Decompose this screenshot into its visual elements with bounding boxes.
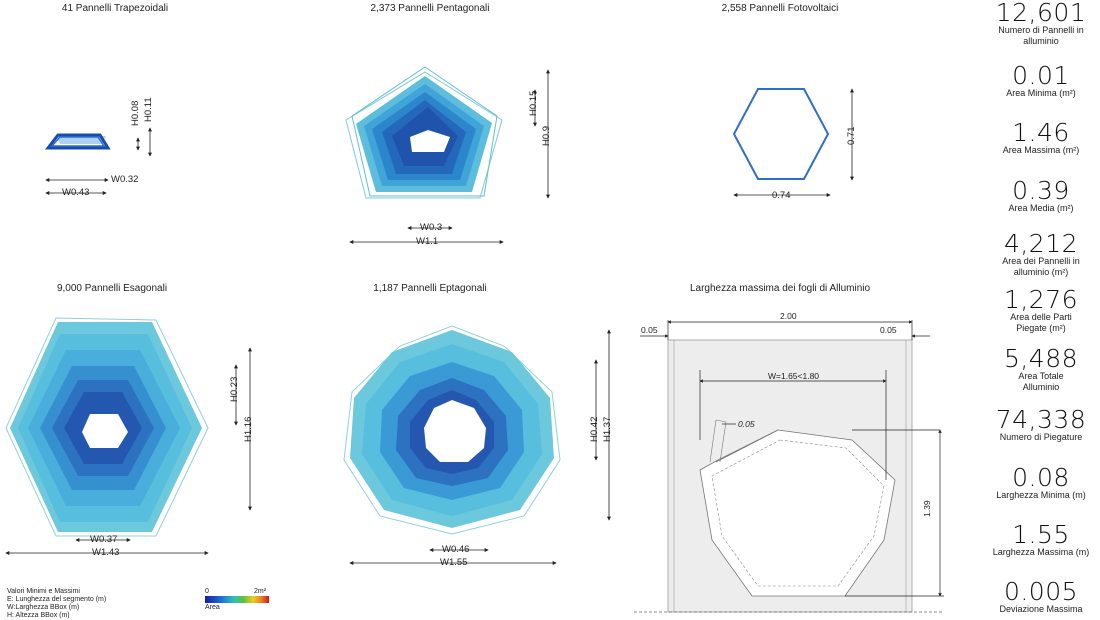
hexagon-title: 9,000 Pannelli Esagonali (56, 283, 168, 294)
trapezoid-title: 41 Pannelli Trapezoidali (61, 3, 169, 14)
stat-value: 12,601 (995, 0, 1087, 27)
stat-value: 74,338 (995, 405, 1087, 434)
stat-value: 0.01 (1012, 61, 1070, 90)
heptagon-height-outer: H1.37 (602, 416, 613, 442)
hexagon-shape (5, 317, 209, 537)
stat-label: Area dei Pannelli in alluminio (m²) (1002, 256, 1080, 277)
sheet-fold-width: 0.05 (738, 419, 755, 429)
stat-label: Area delle Parti Piegate (m²) (1010, 312, 1072, 333)
legend-line: Valori Minimi e Massimi (7, 588, 80, 595)
pentagon-width-outer: W1.1 (416, 236, 439, 247)
sheet-drawing (634, 339, 944, 613)
stat-value: 4,212 (1003, 229, 1079, 258)
stat-min-area: 0.01 Area Minima (m²) (982, 63, 1100, 99)
trapezoid-width-inner: W0.32 (111, 174, 139, 185)
stat-label: Larghezza Massima (m) (992, 547, 1090, 557)
legend-max: 2m² (254, 588, 267, 595)
stat-max-area: 1.46 Area Massima (m²) (982, 120, 1100, 156)
legend-line: W:Larghezza BBox (m) (7, 604, 80, 611)
hexagon-height-inner: H0.23 (229, 376, 240, 402)
stat-value: 1.46 (1012, 118, 1070, 147)
stat-value: 1,276 (1003, 285, 1079, 314)
pentagon-title: 2,373 Pannelli Pentagonali (370, 3, 490, 14)
stat-value: 0.08 (1012, 463, 1070, 492)
legend-color-bar (205, 596, 269, 603)
sheet-height: 1.39 (922, 500, 932, 517)
sheet-title: Larghezza massima dei fogli di Alluminio (689, 283, 871, 294)
sheet-right-margin: 0.05 (880, 325, 897, 335)
heptagon-height-inner: H0.42 (589, 416, 600, 442)
sheet-total-width: 2.00 (780, 311, 797, 321)
stat-label: Larghezza Minima (m) (996, 490, 1086, 500)
heptagon-shape (343, 325, 561, 535)
stat-value: 1.55 (1012, 520, 1070, 549)
stat-label: Numero di Pannelli in alluminio (998, 25, 1084, 46)
heptagon-title: 1,187 Pannelli Eptagonali (373, 283, 487, 294)
stat-panel-count: 12,601 Numero di Pannelli in alluminio (982, 0, 1100, 47)
photovoltaic-dimensions (733, 88, 854, 197)
trapezoid-height-inner: H0.08 (130, 100, 141, 126)
pentagon-width-inner: W0.3 (420, 222, 443, 233)
photovoltaic-shape (732, 88, 830, 180)
stat-min-width: 0.08 Larghezza Minima (m) (982, 465, 1100, 501)
heptagon-width-outer: W1.55 (440, 557, 468, 568)
photovoltaic-height: 0.71 (846, 126, 857, 146)
photovoltaic-width: 0.74 (772, 190, 791, 201)
stat-value: 5,488 (1003, 344, 1079, 373)
trapezoid-shape (44, 133, 111, 150)
heptagon-dimensions (349, 329, 611, 565)
pentagon-shape (345, 66, 503, 199)
pentagon-dimensions (349, 69, 550, 244)
stat-max-deviation: 0.005 Deviazione Massima (982, 579, 1100, 615)
stat-value: 0.005 (1003, 577, 1079, 606)
stat-mean-area: 0.39 Area Media (m²) (982, 178, 1100, 214)
stat-label: Area Totale Alluminio (1018, 371, 1064, 392)
sheet-dimensions (640, 320, 944, 597)
stat-panel-area: 4,212 Area dei Pannelli in alluminio (m²… (982, 231, 1100, 278)
heptagon-width-inner: W0.46 (442, 544, 470, 555)
pentagon-height-inner: H0.15 (528, 90, 539, 116)
photovoltaic-title: 2,558 Pannelli Fotovoltaici (721, 3, 839, 14)
trapezoid-height-outer: H0.11 (143, 97, 154, 122)
stat-label: Area Minima (m²) (1006, 88, 1076, 98)
stat-label: Numero di Piegature (999, 432, 1083, 442)
legend-notes: Valori Minimi e Massimi E: Lunghezza del… (7, 588, 106, 620)
stat-label: Area Media (m²) (1008, 203, 1074, 213)
legend-min: 0 (205, 588, 209, 595)
hexagon-width-outer: W1.43 (92, 547, 120, 558)
stat-label: Area Massima (m²) (1002, 145, 1080, 155)
stat-total-area: 5,488 Area Totale Alluminio (982, 346, 1100, 393)
hexagon-width-inner: W0.37 (90, 534, 118, 545)
trapezoid-width-outer: W0.43 (62, 187, 90, 198)
hexagon-height-outer: H1.16 (243, 416, 254, 442)
sheet-left-margin: 0.05 (641, 325, 658, 335)
hexagon-dimensions (5, 347, 252, 555)
pentagon-height-outer: H0.9 (541, 125, 552, 146)
stat-folded-area: 1,276 Area delle Parti Piegate (m²) (982, 287, 1100, 334)
stat-fold-count: 74,338 Numero di Piegature (982, 407, 1100, 443)
sheet-usable-width: W=1.65<1.80 (768, 371, 820, 381)
stat-max-width: 1.55 Larghezza Massima (m) (982, 522, 1100, 558)
stat-label: Deviazione Massima (999, 604, 1083, 614)
legend-line: H: Altezza BBox (m) (7, 612, 70, 619)
legend-label: Area (205, 604, 220, 611)
stat-value: 0.39 (1012, 176, 1070, 205)
legend-line: E: Lunghezza del segmento (m) (7, 596, 107, 603)
trapezoid-dimensions (45, 127, 152, 195)
